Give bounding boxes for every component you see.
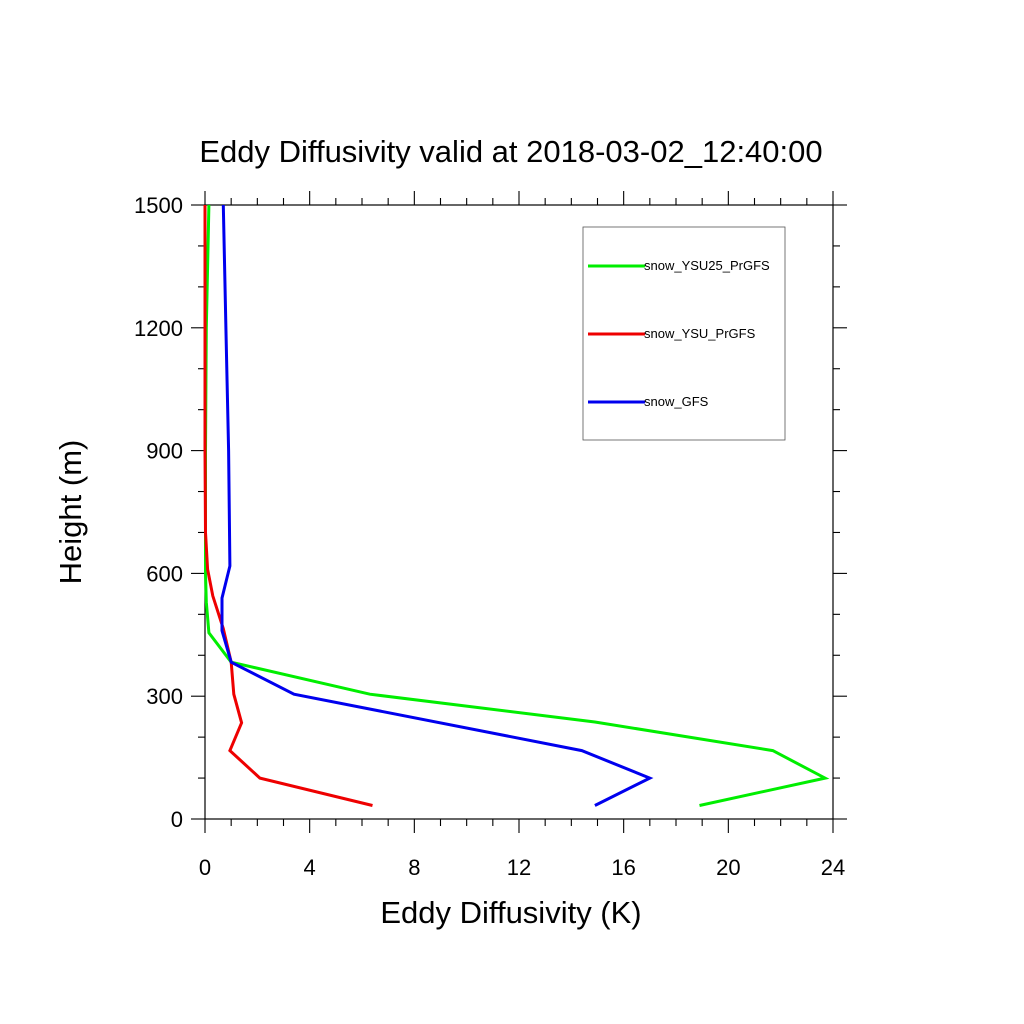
x-tick-label: 12 <box>507 855 531 880</box>
y-tick-label: 300 <box>146 684 183 709</box>
legend-label: snow_GFS <box>644 394 709 409</box>
y-tick-label: 1500 <box>134 193 183 218</box>
x-tick-label: 24 <box>821 855 845 880</box>
legend-entries: snow_YSU25_PrGFS snow_YSU_PrGFS snow_GFS <box>588 258 770 409</box>
legend: snow_YSU25_PrGFS snow_YSU_PrGFS snow_GFS <box>582 226 786 441</box>
legend-label: snow_YSU25_PrGFS <box>644 258 770 273</box>
x-tick-label: 20 <box>716 855 740 880</box>
series-line-snow_GFS <box>220 204 654 807</box>
x-tick-label: 16 <box>611 855 635 880</box>
legend-label: snow_YSU_PrGFS <box>644 326 756 341</box>
tick-labels: 0 4 8 12 16 20 24 0 300 600 900 1200 1500 <box>134 193 845 880</box>
y-tick-label: 1200 <box>134 316 183 341</box>
chart-title: Eddy Diffusivity valid at 2018-03-02_12:… <box>199 134 822 169</box>
x-tick-label: 4 <box>304 855 316 880</box>
x-axis-label: Eddy Diffusivity (K) <box>380 895 641 930</box>
y-tick-label: 0 <box>171 807 183 832</box>
axis-ticks <box>191 191 847 833</box>
y-tick-label: 900 <box>146 439 183 464</box>
x-tick-label: 0 <box>199 855 211 880</box>
y-tick-label: 600 <box>146 561 183 586</box>
y-axis-label: Height (m) <box>53 440 88 585</box>
series-lines <box>203 204 830 807</box>
x-tick-label: 8 <box>408 855 420 880</box>
